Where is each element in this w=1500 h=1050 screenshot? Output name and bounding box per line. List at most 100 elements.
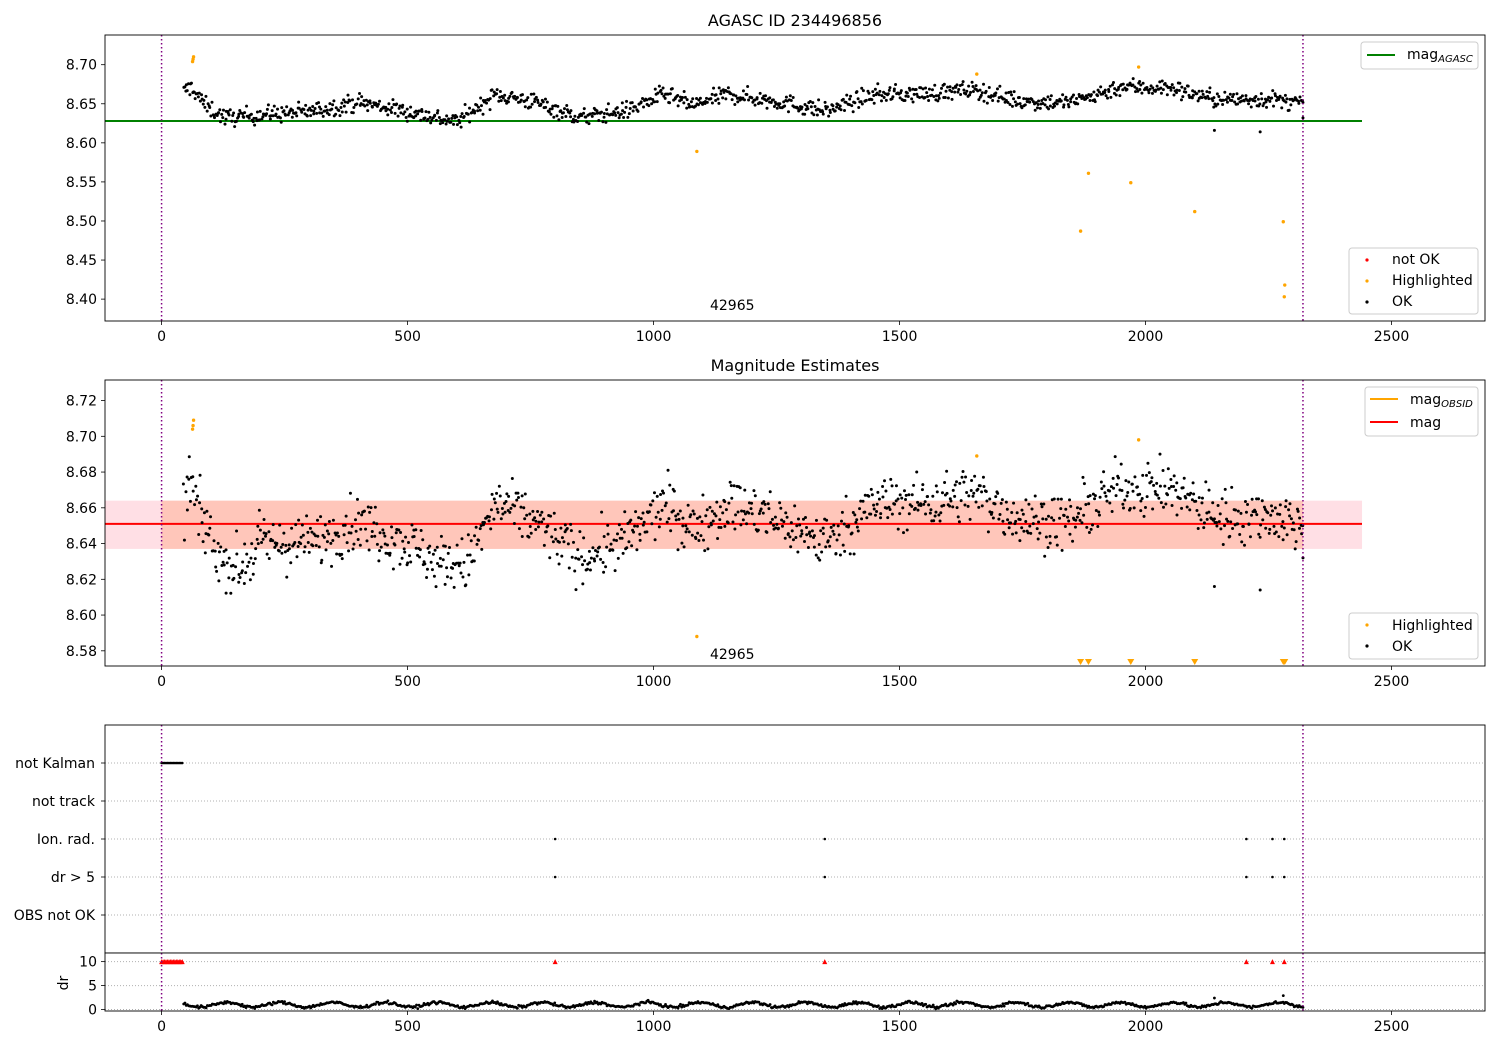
ok-point xyxy=(818,558,822,562)
ok-point xyxy=(346,100,350,104)
ok-point xyxy=(661,491,665,495)
ok-point xyxy=(942,82,946,86)
ok-point xyxy=(1117,476,1121,480)
ok-point xyxy=(476,109,480,113)
ok-point xyxy=(388,551,392,555)
ok-point xyxy=(416,112,420,116)
ok-point xyxy=(1264,100,1268,104)
ok-point xyxy=(414,114,418,118)
ok-point xyxy=(550,107,554,111)
ok-point xyxy=(1223,524,1227,528)
ok-point xyxy=(726,521,730,525)
ok-point xyxy=(1136,89,1140,93)
ok-point xyxy=(252,116,256,120)
ok-point xyxy=(1175,513,1179,517)
ok-point xyxy=(1166,493,1170,497)
ok-point xyxy=(1084,503,1088,507)
ok-point xyxy=(588,568,592,572)
y-tick-label: 8.45 xyxy=(66,253,97,269)
ok-point xyxy=(215,569,219,573)
ok-point xyxy=(1273,506,1277,510)
ok-point xyxy=(350,524,354,528)
ok-point xyxy=(325,529,329,533)
ok-point xyxy=(857,106,861,110)
ok-point xyxy=(1050,516,1054,520)
dr-point xyxy=(1281,994,1285,998)
ok-point xyxy=(1295,507,1299,511)
ok-point xyxy=(1147,471,1151,475)
ok-point xyxy=(1004,500,1008,504)
ok-point xyxy=(831,104,835,108)
ok-point xyxy=(187,455,191,459)
ok-point xyxy=(461,575,465,579)
ok-point xyxy=(405,107,409,111)
ok-point xyxy=(544,530,548,534)
ok-point xyxy=(900,496,904,500)
ok-point xyxy=(404,116,408,120)
dr-point xyxy=(553,1001,557,1005)
ok-point xyxy=(310,530,314,534)
ok-point xyxy=(203,105,207,109)
ok-point xyxy=(971,494,975,498)
ok-point xyxy=(1008,103,1012,107)
ok-point xyxy=(559,526,563,530)
ok-point xyxy=(653,538,657,542)
ok-point xyxy=(856,97,860,101)
ok-point xyxy=(492,517,496,521)
ok-point xyxy=(1085,525,1089,529)
ok-point xyxy=(1044,517,1048,521)
ok-point xyxy=(953,90,957,94)
ok-point xyxy=(815,113,819,117)
ok-point xyxy=(994,91,998,95)
ok-point xyxy=(924,86,928,90)
ok-point xyxy=(996,99,1000,103)
ok-point xyxy=(887,88,891,92)
ok-point xyxy=(548,556,552,560)
dr-point xyxy=(924,1002,928,1006)
ok-point xyxy=(1114,494,1118,498)
ok-point xyxy=(948,504,952,508)
ok-point xyxy=(1040,505,1044,509)
ok-point xyxy=(574,588,578,592)
ok-point xyxy=(757,512,761,516)
ok-point xyxy=(1149,84,1153,88)
ok-point xyxy=(1280,106,1284,110)
ok-point xyxy=(724,97,728,101)
ok-point xyxy=(705,508,709,512)
ok-point xyxy=(803,112,807,116)
ok-point xyxy=(789,98,793,102)
ok-point xyxy=(1272,524,1276,528)
ok-point xyxy=(327,113,331,117)
ok-point xyxy=(553,528,557,532)
ok-point xyxy=(217,111,221,115)
agasc-legend-upper-box xyxy=(1360,41,1479,70)
ok-point xyxy=(843,108,847,112)
ok-point xyxy=(566,542,570,546)
ok-point xyxy=(1231,527,1235,531)
y-tick-label: 8.60 xyxy=(66,136,97,152)
ok-point xyxy=(1127,480,1131,484)
ok-point xyxy=(645,530,649,534)
x-tick-label: 500 xyxy=(394,329,421,345)
ok-point xyxy=(1130,482,1134,486)
ok-point xyxy=(849,94,853,98)
ok-point xyxy=(261,537,265,541)
ok-point xyxy=(840,519,844,523)
ok-point xyxy=(867,91,871,95)
ok-point xyxy=(196,95,200,99)
ok-point xyxy=(473,111,477,115)
dr-point xyxy=(854,1000,858,1003)
ok-point xyxy=(260,117,264,121)
ok-point xyxy=(631,109,635,113)
ok-point xyxy=(351,547,355,551)
ok-point xyxy=(1046,95,1050,99)
ok-point xyxy=(848,552,852,556)
ok-point xyxy=(998,513,1002,517)
ok-point xyxy=(752,489,756,493)
ok-point xyxy=(425,575,429,579)
ok-point xyxy=(790,529,794,533)
ok-point xyxy=(541,100,545,104)
ok-point xyxy=(581,582,585,586)
ok-point xyxy=(828,535,832,539)
ok-point xyxy=(460,112,464,116)
